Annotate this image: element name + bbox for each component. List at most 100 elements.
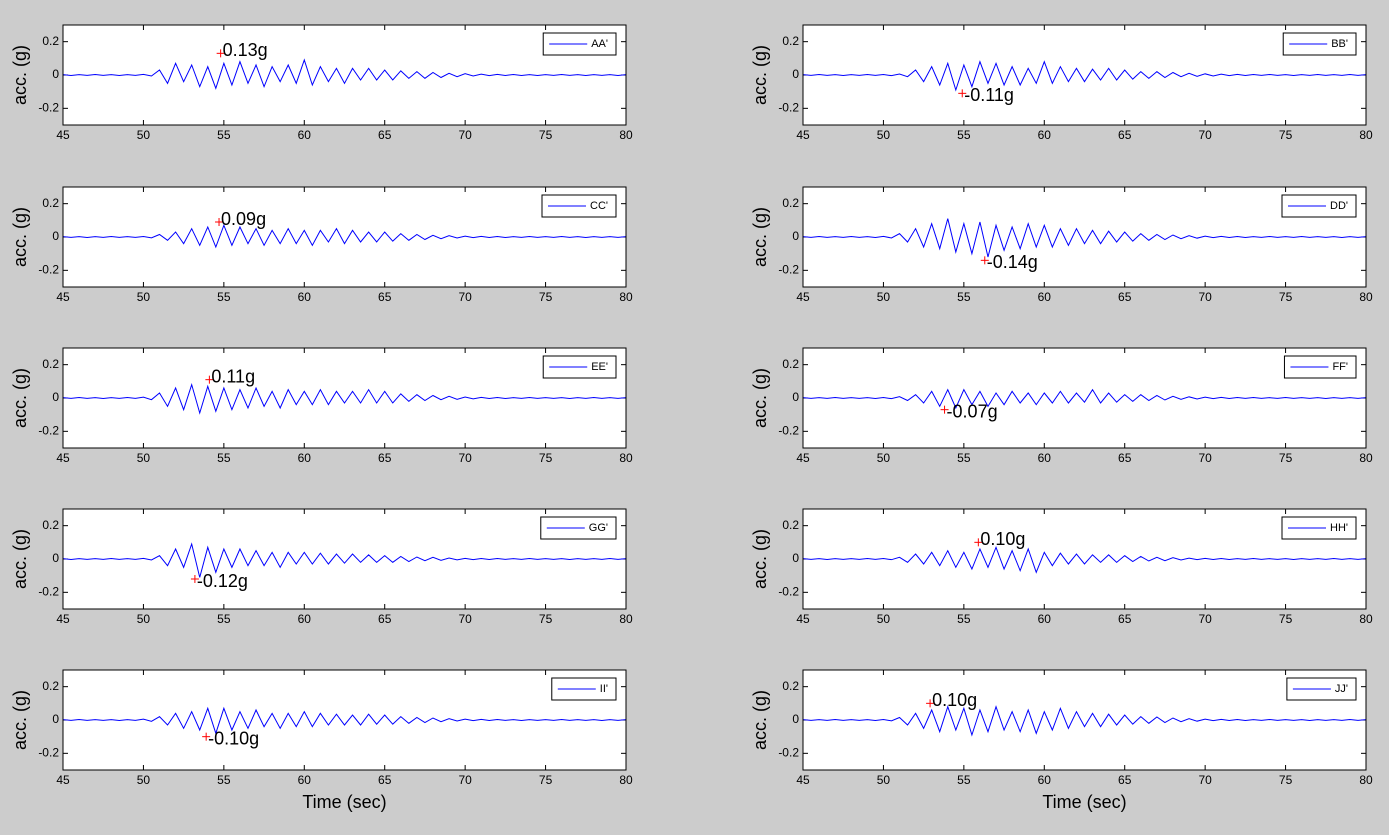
y-tick-label: -0.2 [38,585,59,599]
y-axis-label: acc. (g) [10,45,30,105]
y-tick-label: 0.2 [782,196,799,210]
x-tick-label: 70 [1198,451,1212,465]
y-axis-label: acc. (g) [750,529,770,589]
axes-frame [802,508,1367,610]
x-tick-label: 70 [458,128,472,142]
y-tick-label: 0 [52,712,59,726]
x-tick-label: 60 [298,773,312,787]
x-tick-label: 60 [298,451,312,465]
y-tick-label: 0.2 [782,34,799,48]
x-tick-label: 50 [137,128,151,142]
legend: AA' [542,32,617,56]
peak-label: -0.10g [208,728,259,748]
peak-label: 0.13g [223,40,268,60]
x-tick-label: 50 [877,128,891,142]
x-tick-label: 80 [1359,612,1373,626]
x-tick-label: 50 [137,773,151,787]
x-tick-label: 55 [957,128,971,142]
data-line [62,542,627,578]
y-axis-label: acc. (g) [750,690,770,750]
x-tick-label: 60 [298,612,312,626]
peak-marker [205,375,214,384]
legend: GG' [540,516,617,540]
y-tick-label: -0.2 [778,424,799,438]
y-tick-label: 0 [52,390,59,404]
x-axis-label: Time (sec) [1042,792,1126,812]
y-tick-label: 0 [792,67,799,81]
x-tick-label: 75 [539,290,553,304]
y-tick-label: 0 [792,551,799,565]
legend-label: AA' [591,38,608,50]
legend-label: EE' [591,361,608,373]
y-axis-label: acc. (g) [10,529,30,589]
axes-frame [62,24,627,126]
legend-label: CC' [590,200,608,212]
y-tick-label: 0.2 [42,34,59,48]
data-line [62,382,627,415]
y-tick-label: 0.2 [42,679,59,693]
axes-frame [62,508,627,610]
x-tick-label: 50 [137,612,151,626]
y-axis-label: acc. (g) [750,207,770,267]
x-tick-label: 55 [957,451,971,465]
legend-label: DD' [1330,200,1348,212]
x-tick-label: 50 [877,451,891,465]
x-tick-label: 45 [796,773,810,787]
peak-marker [958,89,967,98]
peak-label: 0.10g [980,529,1025,549]
x-tick-label: 45 [56,773,70,787]
peak-marker [980,256,989,265]
axes-frame [62,186,627,288]
legend: BB' [1282,32,1357,56]
x-tick-label: 60 [298,128,312,142]
peak-marker [215,218,224,226]
x-tick-label: 65 [378,290,392,304]
y-tick-label: 0.2 [782,679,799,693]
y-axis-label: acc. (g) [750,368,770,428]
data-line [62,223,627,249]
x-tick-label: 55 [957,290,971,304]
x-tick-label: 60 [1038,612,1052,626]
legend-label: FF' [1332,361,1348,373]
x-tick-label: 80 [1359,290,1373,304]
data-line [802,60,1367,92]
legend: JJ' [1286,677,1357,701]
legend: DD' [1281,194,1357,218]
x-tick-label: 65 [378,773,392,787]
axes-frame [802,186,1367,288]
peak-marker [974,538,983,547]
y-tick-label: -0.2 [778,746,799,760]
x-tick-label: 70 [1198,612,1212,626]
data-line [802,218,1367,258]
x-tick-label: 70 [458,773,472,787]
x-tick-label: 75 [539,451,553,465]
x-tick-label: 80 [619,128,633,142]
axes-frame [62,347,627,449]
data-line [802,388,1367,410]
legend-label: II' [600,683,608,695]
y-tick-label: -0.2 [778,263,799,277]
x-tick-label: 80 [1359,773,1373,787]
x-tick-label: 55 [217,612,231,626]
x-tick-label: 70 [1198,290,1212,304]
legend: II' [551,677,617,701]
x-tick-label: 45 [796,612,810,626]
x-tick-label: 65 [378,451,392,465]
x-tick-label: 50 [877,773,891,787]
y-axis-label: acc. (g) [10,207,30,267]
x-tick-label: 75 [1279,773,1293,787]
x-tick-label: 50 [877,290,891,304]
x-tick-label: 60 [1038,451,1052,465]
peak-label: 0.11g [211,366,255,386]
peak-label: -0.14g [987,252,1038,272]
x-tick-label: 80 [619,451,633,465]
y-tick-label: 0.2 [42,518,59,532]
x-tick-label: 45 [796,128,810,142]
x-tick-label: 50 [137,451,151,465]
x-tick-label: 70 [1198,773,1212,787]
y-axis-label: acc. (g) [750,45,770,105]
x-tick-label: 45 [56,290,70,304]
x-tick-label: 50 [137,290,151,304]
y-axis-label: acc. (g) [10,690,30,750]
